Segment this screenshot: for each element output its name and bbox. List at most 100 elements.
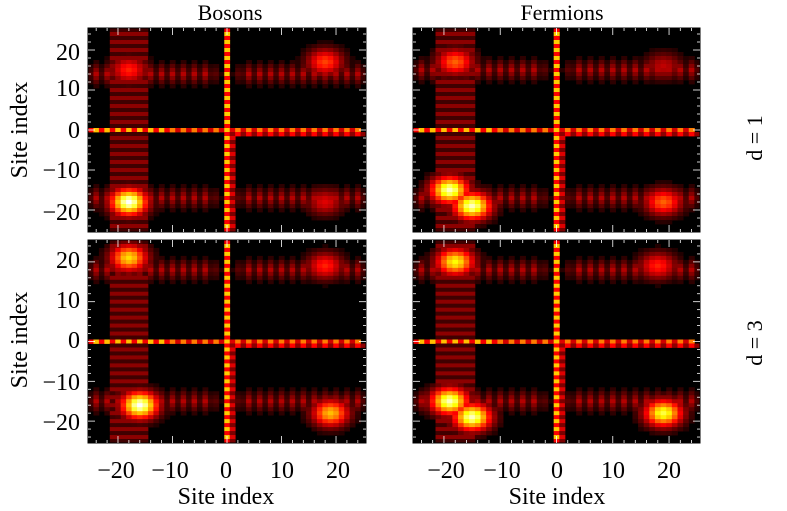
heatmap-cell xyxy=(666,68,673,73)
heatmap-cell xyxy=(251,72,258,77)
heatmap-cell xyxy=(519,208,526,213)
heatmap-cell xyxy=(587,263,594,269)
heatmap-cell xyxy=(531,192,538,197)
heatmap-cell xyxy=(688,68,695,73)
heatmap-cell xyxy=(338,247,345,253)
heatmap-cell xyxy=(93,208,100,213)
heatmap-cell xyxy=(649,395,656,400)
heatmap-cell xyxy=(142,351,149,356)
heatmap-cell xyxy=(224,52,231,57)
heatmap-cell xyxy=(553,267,560,273)
heatmap-cell xyxy=(435,64,442,69)
heatmap-cell xyxy=(295,395,301,400)
heatmap-cell xyxy=(643,72,650,77)
heatmap-cell xyxy=(632,251,639,257)
heatmap-cell xyxy=(224,100,231,105)
heatmap-cell xyxy=(338,251,345,257)
heatmap-cell xyxy=(137,136,143,141)
heatmap-cell xyxy=(256,80,263,85)
heatmap-cell xyxy=(446,307,453,313)
heatmap-cell xyxy=(570,200,577,205)
heatmap-cell xyxy=(262,64,269,69)
heatmap-cell xyxy=(418,200,425,205)
heatmap-cell xyxy=(671,391,678,396)
heatmap-cell xyxy=(452,323,459,328)
heatmap-cell xyxy=(120,92,127,97)
heatmap-cell xyxy=(497,204,504,209)
heatmap-cell xyxy=(120,152,127,157)
heatmap-cell xyxy=(88,68,94,73)
heatmap-cell xyxy=(235,80,242,85)
heatmap-cell xyxy=(120,367,127,372)
heatmap-cell xyxy=(609,76,616,81)
heatmap-cell xyxy=(360,391,367,396)
heatmap-cell xyxy=(491,68,498,73)
heatmap-cell xyxy=(452,391,459,396)
heatmap-cell xyxy=(598,339,605,344)
heatmap-cell xyxy=(164,64,171,69)
heatmap-cell xyxy=(327,395,334,400)
heatmap-cell xyxy=(278,411,285,416)
heatmap-cell xyxy=(93,279,100,285)
heatmap-cell xyxy=(514,200,521,205)
heatmap-cell xyxy=(649,64,656,69)
heatmap-cell xyxy=(251,271,258,277)
heatmap-cell xyxy=(598,76,605,81)
heatmap-cell xyxy=(180,200,187,205)
heatmap-cell xyxy=(311,208,318,213)
heatmap-cell xyxy=(446,32,453,37)
heatmap-cell xyxy=(446,52,453,57)
heatmap-cell xyxy=(463,80,470,85)
heatmap-cell xyxy=(615,399,622,404)
heatmap-cell xyxy=(131,132,138,137)
heatmap-cell xyxy=(649,339,656,344)
heatmap-cell xyxy=(458,112,465,117)
heatmap-cell xyxy=(593,132,600,137)
heatmap-cell xyxy=(131,355,138,360)
heatmap-cell xyxy=(109,299,116,305)
heatmap-cell xyxy=(295,343,301,348)
heatmap-cell xyxy=(120,200,127,205)
heatmap-cell xyxy=(649,48,656,53)
heatmap-cell xyxy=(446,439,453,444)
heatmap-cell xyxy=(654,419,662,424)
heatmap-cell xyxy=(666,196,673,201)
heatmap-cell xyxy=(418,411,425,416)
heatmap-cell xyxy=(587,128,594,133)
heatmap-cell xyxy=(186,263,192,269)
heatmap-cell xyxy=(93,403,100,408)
heatmap-cell xyxy=(458,144,465,149)
heatmap-cell xyxy=(598,255,605,261)
heatmap-cell xyxy=(480,68,487,73)
heatmap-cell xyxy=(587,72,594,77)
heatmap-cell xyxy=(654,68,662,73)
heatmap-cell xyxy=(638,188,645,193)
heatmap-cell xyxy=(508,192,515,197)
heatmap-cell xyxy=(191,387,198,392)
heatmap-cell xyxy=(435,271,442,277)
heatmap-cell xyxy=(452,335,459,340)
heatmap-cell xyxy=(240,259,247,265)
heatmap-cell xyxy=(593,200,600,205)
heatmap-cell xyxy=(654,243,662,249)
heatmap-cell xyxy=(463,92,470,97)
heatmap-cell xyxy=(525,339,532,344)
heatmap-cell xyxy=(137,435,143,440)
heatmap-cell xyxy=(654,180,662,185)
heatmap-cell xyxy=(559,68,566,73)
heatmap-cell xyxy=(256,128,263,133)
heatmap-cell xyxy=(463,335,470,340)
heatmap-cell xyxy=(131,423,138,428)
heatmap-cell xyxy=(666,208,673,213)
heatmap-cell xyxy=(542,64,549,69)
heatmap-cell xyxy=(671,411,678,416)
heatmap-cell xyxy=(191,267,198,273)
heatmap-cell xyxy=(153,383,160,388)
heatmap-cell xyxy=(654,216,662,221)
heatmap-cell xyxy=(224,152,231,157)
heatmap-cell xyxy=(93,196,100,201)
heatmap-cell xyxy=(643,279,650,285)
heatmap-cell xyxy=(115,371,122,376)
heatmap-cell xyxy=(452,291,459,297)
heatmap-cell xyxy=(311,251,318,257)
